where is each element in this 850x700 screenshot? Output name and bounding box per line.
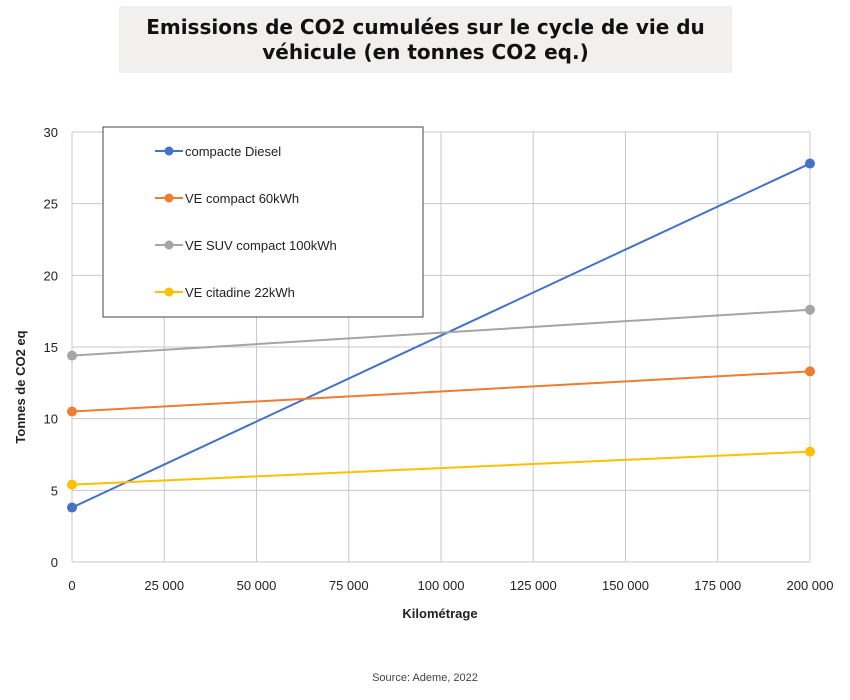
series-line bbox=[71, 370, 811, 413]
legend-label: VE citadine 22kWh bbox=[185, 285, 295, 300]
x-axis-label: Kilométrage bbox=[402, 606, 477, 621]
series-line bbox=[71, 308, 811, 357]
y-tick-label: 0 bbox=[51, 555, 58, 570]
data-point bbox=[805, 446, 815, 457]
line-chart: 0 25 000 50 000 75 000 100 000 125 000 150 000… bbox=[13, 125, 834, 621]
data-point bbox=[805, 158, 815, 169]
x-tick-label: 125 000 bbox=[510, 578, 557, 593]
chart-title-box: Emissions de CO2 cumulées sur le cycle d… bbox=[119, 6, 732, 73]
x-tick-label: 50 000 bbox=[237, 578, 277, 593]
legend-swatch-marker bbox=[164, 287, 174, 297]
series-points bbox=[67, 158, 815, 513]
legend-label: compacte Diesel bbox=[185, 144, 281, 159]
x-tick-label: 100 000 bbox=[418, 578, 465, 593]
series-line bbox=[71, 450, 811, 486]
data-point bbox=[67, 406, 77, 417]
y-axis-label: Tonnes de CO2 eq bbox=[13, 330, 28, 443]
source-note: Source: Ademe, 2022 bbox=[372, 672, 478, 684]
legend-box bbox=[102, 126, 424, 318]
x-tick-label: 175 000 bbox=[694, 578, 741, 593]
y-tick-label: 30 bbox=[44, 125, 58, 140]
legend-label: VE compact 60kWh bbox=[185, 191, 299, 206]
legend-swatch-marker bbox=[164, 146, 174, 156]
legend: compacte Diesel VE compact 60kWh VE SUV co… bbox=[102, 126, 424, 318]
legend-label: VE SUV compact 100kWh bbox=[185, 238, 337, 253]
y-tick-label: 10 bbox=[44, 412, 58, 427]
x-tick-label: 25 000 bbox=[144, 578, 184, 593]
x-tick-label: 150 000 bbox=[602, 578, 649, 593]
y-axis-ticks: 0 5 10 15 20 25 30 bbox=[44, 125, 58, 570]
data-point bbox=[805, 304, 815, 315]
y-tick-label: 25 bbox=[44, 197, 58, 212]
legend-swatch-marker bbox=[164, 240, 174, 250]
data-point bbox=[67, 502, 77, 513]
y-tick-label: 20 bbox=[44, 268, 58, 283]
series-lines bbox=[71, 162, 811, 509]
x-axis-ticks: 0 25 000 50 000 75 000 100 000 125 000 150 000… bbox=[68, 578, 833, 593]
y-tick-label: 15 bbox=[44, 340, 58, 355]
chart-title: Emissions de CO2 cumulées sur le cycle d… bbox=[146, 14, 705, 64]
x-tick-label: 75 000 bbox=[329, 578, 369, 593]
data-point bbox=[805, 366, 815, 377]
legend-swatch-marker bbox=[164, 193, 174, 203]
data-point bbox=[67, 350, 77, 361]
data-point bbox=[67, 479, 77, 490]
y-tick-label: 5 bbox=[51, 483, 58, 498]
x-tick-label: 0 bbox=[68, 578, 75, 593]
series-line bbox=[71, 162, 811, 509]
x-tick-label: 200 000 bbox=[787, 578, 834, 593]
